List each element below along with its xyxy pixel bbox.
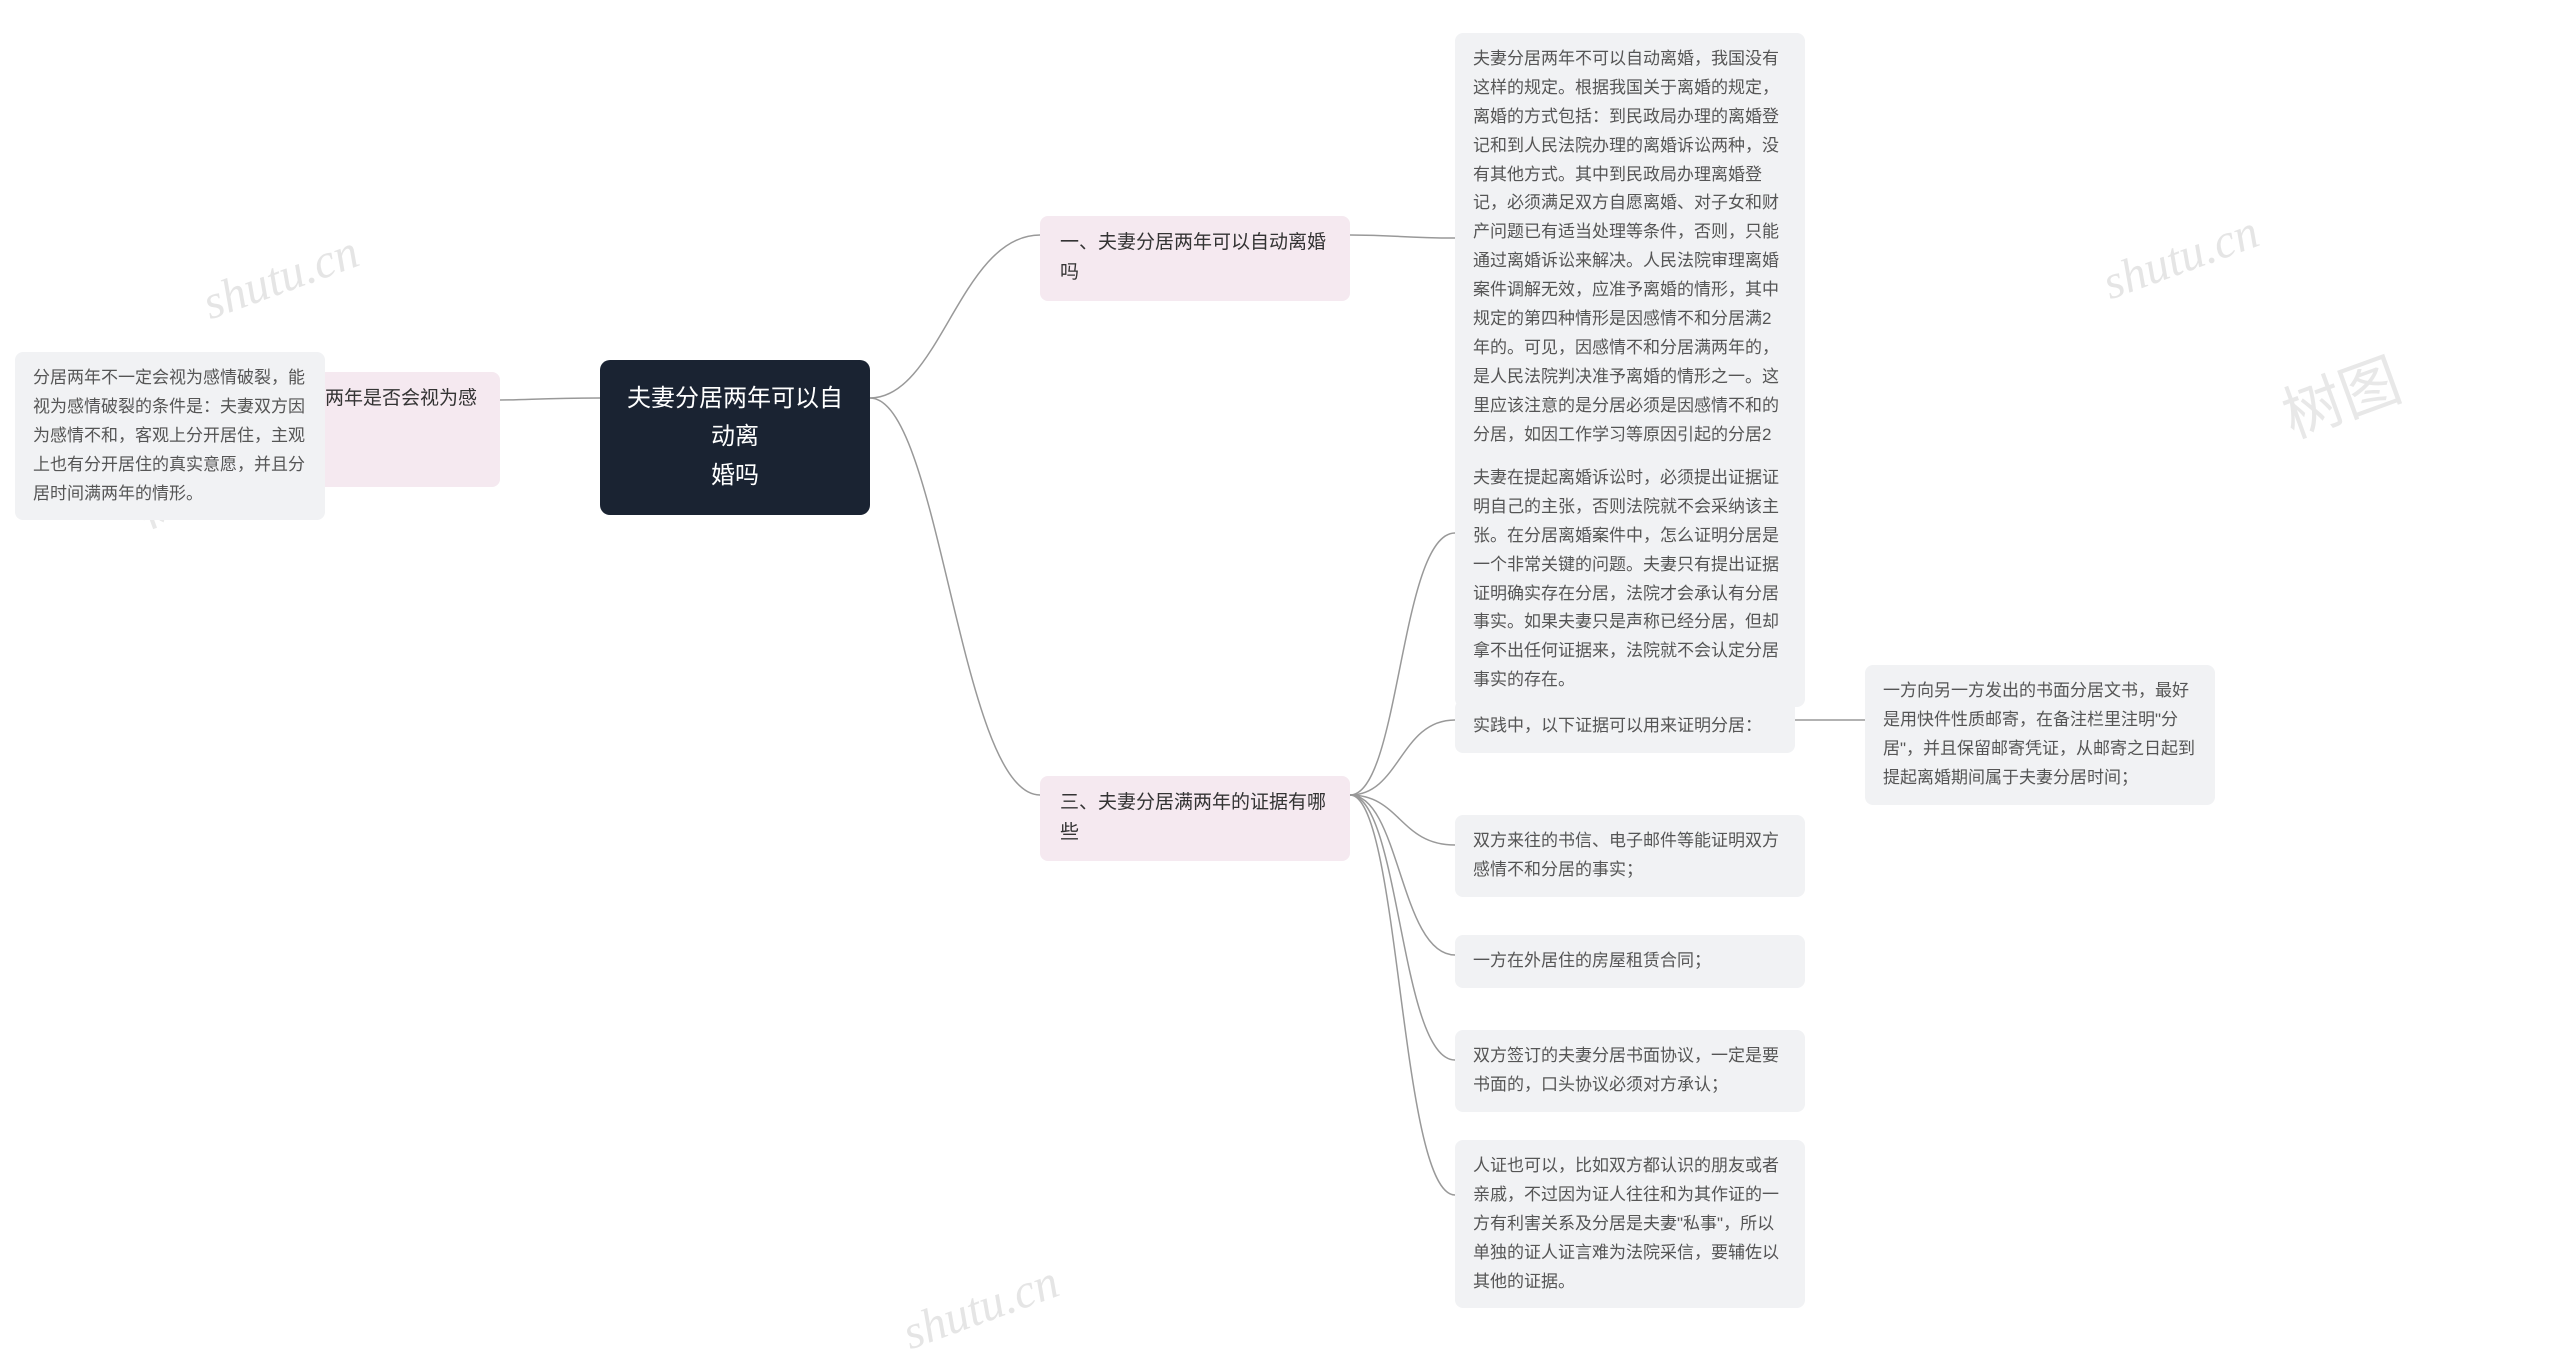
branch3-item3: 双方来往的书信、电子邮件等能证明双方感情不和分居的事实； bbox=[1455, 815, 1805, 897]
branch3-node: 三、夫妻分居满两年的证据有哪些 bbox=[1040, 776, 1350, 861]
root-title-line1: 夫妻分居两年可以自动离 bbox=[624, 380, 846, 457]
branch3-item2: 实践中，以下证据可以用来证明分居： bbox=[1455, 700, 1795, 753]
branch3-item2-sub: 一方向另一方发出的书面分居文书，最好是用快件性质邮寄，在备注栏里注明"分居"，并… bbox=[1865, 665, 2215, 805]
branch3-item6: 人证也可以，比如双方都认识的朋友或者亲戚，不过因为证人往往和为其作证的一方有利害… bbox=[1455, 1140, 1805, 1308]
watermark-tree: 树图 bbox=[2269, 332, 2412, 455]
root-title-line2: 婚吗 bbox=[624, 457, 846, 495]
watermark-url: shutu.cn bbox=[195, 224, 365, 331]
branch1-node: 一、夫妻分居两年可以自动离婚吗 bbox=[1040, 216, 1350, 301]
root-node: 夫妻分居两年可以自动离 婚吗 bbox=[600, 360, 870, 515]
watermark-url: shutu.cn bbox=[895, 1254, 1065, 1361]
branch3-item4: 一方在外居住的房屋租赁合同； bbox=[1455, 935, 1805, 988]
branch3-item1: 夫妻在提起离婚诉讼时，必须提出证据证明自己的主张，否则法院就不会采纳该主张。在分… bbox=[1455, 452, 1805, 707]
watermark-url: shutu.cn bbox=[2095, 204, 2265, 311]
branch3-item5: 双方签订的夫妻分居书面协议，一定是要书面的，口头协议必须对方承认； bbox=[1455, 1030, 1805, 1112]
branch-left-leaf: 分居两年不一定会视为感情破裂，能视为感情破裂的条件是：夫妻双方因为感情不和，客观… bbox=[15, 352, 325, 520]
